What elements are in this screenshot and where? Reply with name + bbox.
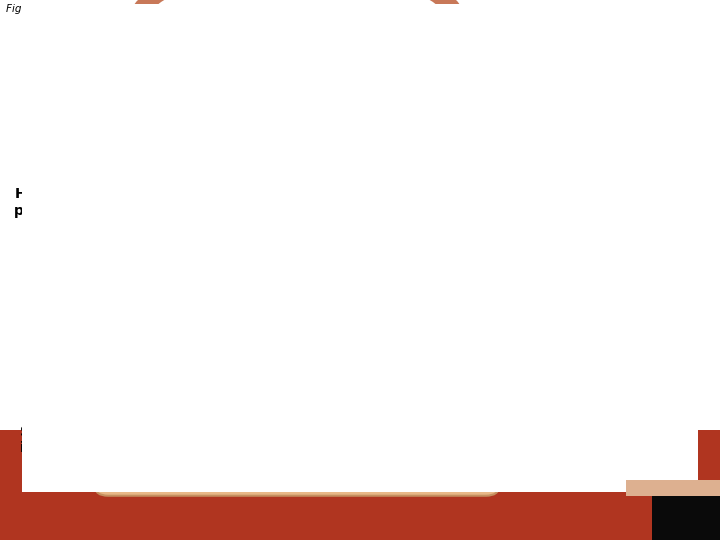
Ellipse shape xyxy=(242,237,284,265)
Ellipse shape xyxy=(276,95,379,159)
Text: Liver: Liver xyxy=(27,144,66,158)
Ellipse shape xyxy=(295,208,317,229)
Ellipse shape xyxy=(277,104,349,145)
Text: Hepatic
portal vein: Hepatic portal vein xyxy=(14,187,99,218)
Polygon shape xyxy=(335,35,414,111)
Ellipse shape xyxy=(255,280,292,309)
Ellipse shape xyxy=(220,324,263,351)
Ellipse shape xyxy=(395,93,441,145)
Ellipse shape xyxy=(310,269,346,298)
Ellipse shape xyxy=(184,265,198,280)
Ellipse shape xyxy=(271,368,312,394)
Ellipse shape xyxy=(300,213,312,224)
Text: Figure 11.17 The hepatic portal circulation.: Figure 11.17 The hepatic portal circulat… xyxy=(6,4,231,14)
Ellipse shape xyxy=(317,356,353,384)
Text: Spleen
Stomach: Spleen Stomach xyxy=(500,171,569,201)
Ellipse shape xyxy=(339,312,374,341)
Ellipse shape xyxy=(279,313,318,340)
Ellipse shape xyxy=(414,205,428,221)
Ellipse shape xyxy=(177,259,204,287)
Polygon shape xyxy=(212,167,356,184)
Text: Small
intestine: Small intestine xyxy=(20,425,90,455)
Ellipse shape xyxy=(185,211,199,226)
Ellipse shape xyxy=(408,198,435,228)
Ellipse shape xyxy=(174,159,215,176)
Text: Inferior vena cava
(not part of hepatic
portal system): Inferior vena cava (not part of hepatic … xyxy=(500,33,654,80)
Text: Splenic vein: Splenic vein xyxy=(500,220,595,234)
Ellipse shape xyxy=(229,389,268,416)
Text: Superior
mesenteric vein: Superior mesenteric vein xyxy=(500,333,626,363)
FancyBboxPatch shape xyxy=(115,22,479,483)
Ellipse shape xyxy=(337,389,376,415)
Text: Gastric veins: Gastric veins xyxy=(500,147,602,161)
Polygon shape xyxy=(130,24,371,100)
FancyBboxPatch shape xyxy=(95,6,499,496)
Text: Inferior
mesenteric vein: Inferior mesenteric vein xyxy=(500,285,626,315)
Ellipse shape xyxy=(194,258,238,287)
Ellipse shape xyxy=(203,289,243,321)
Ellipse shape xyxy=(179,205,206,233)
Text: Large intestine: Large intestine xyxy=(500,403,619,417)
